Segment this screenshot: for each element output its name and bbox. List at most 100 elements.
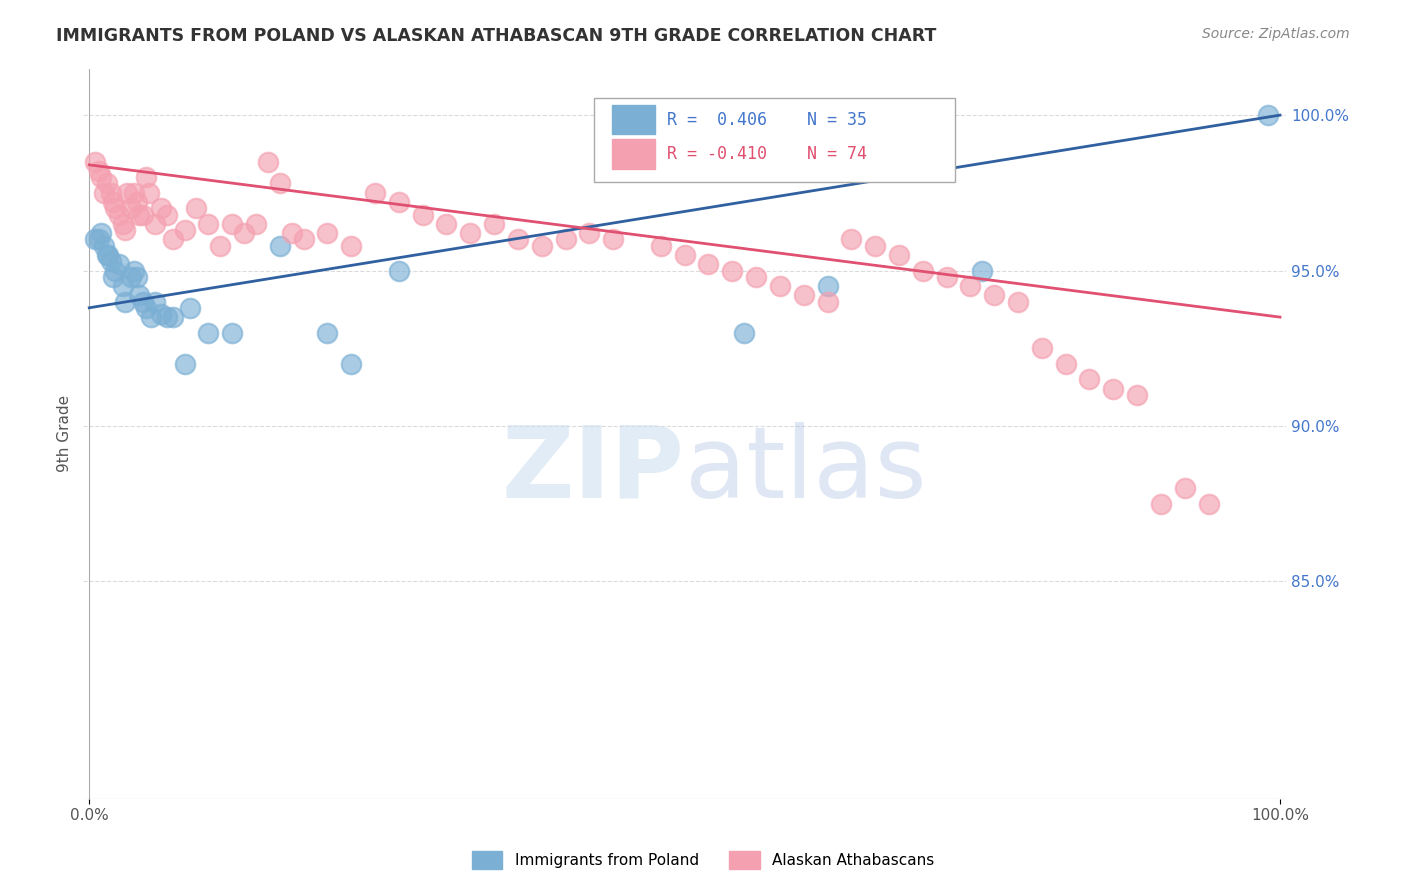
Point [149,202,172,216]
Point [436,217,458,231]
Point [506,232,529,246]
Point [911,263,934,277]
Point [135,301,157,315]
Point [769,279,792,293]
Point [124,186,146,200]
Point [101,195,124,210]
Point [100,254,122,268]
Point [87,232,110,246]
Point [186,202,208,216]
Point [1078,372,1101,386]
Point [143,294,166,309]
Point [1031,341,1053,355]
Y-axis label: 9th Grade: 9th Grade [58,395,72,472]
Point [173,357,195,371]
Point [128,288,150,302]
Point [87,164,110,178]
Text: ZIP: ZIP [502,422,685,518]
Point [114,294,136,309]
Point [554,232,576,246]
Point [839,232,862,246]
Point [117,186,139,200]
Point [104,263,127,277]
Point [292,232,315,246]
Point [156,208,179,222]
Point [983,288,1005,302]
Point [162,232,184,246]
Point [269,238,291,252]
Point [221,326,243,340]
Legend: Immigrants from Poland, Alaskan Athabascans: Immigrants from Poland, Alaskan Athabasc… [465,845,941,875]
Point [935,269,957,284]
Point [316,226,339,240]
Point [817,294,839,309]
Point [793,288,815,302]
Point [100,186,122,200]
Point [1198,497,1220,511]
Point [721,263,744,277]
Point [340,357,363,371]
Point [245,217,267,231]
Point [364,186,387,200]
Point [316,326,339,340]
Point [233,226,256,240]
Point [111,217,134,231]
Point [578,226,600,240]
Point [162,310,184,325]
Point [221,217,243,231]
Point [482,217,505,231]
Point [388,195,411,210]
Point [141,310,163,325]
Bar [595,98,955,182]
Point [132,208,155,222]
Point [269,177,291,191]
Point [530,238,553,252]
Point [128,208,150,222]
Point [817,279,839,293]
Point [111,279,134,293]
Text: IMMIGRANTS FROM POLAND VS ALASKAN ATHABASCAN 9TH GRADE CORRELATION CHART: IMMIGRANTS FROM POLAND VS ALASKAN ATHABA… [56,27,936,45]
Point [257,154,280,169]
Point [124,263,146,277]
Point [173,223,195,237]
Point [120,269,142,284]
Point [1126,388,1149,402]
Point [179,301,201,315]
Point [650,238,672,252]
Text: R = -0.410    N = 74: R = -0.410 N = 74 [666,145,866,163]
Point [673,248,696,262]
Point [143,217,166,231]
Point [745,269,768,284]
Bar [613,139,655,169]
Point [108,257,131,271]
Point [626,154,648,169]
Point [972,263,994,277]
Point [733,326,755,340]
Point [90,226,112,240]
Text: Source: ZipAtlas.com: Source: ZipAtlas.com [1202,27,1350,41]
Point [156,310,179,325]
Point [340,238,363,252]
Point [84,154,107,169]
Point [602,232,624,246]
Point [114,223,136,237]
Point [97,248,120,262]
Point [125,195,148,210]
Point [1054,357,1077,371]
Point [125,269,148,284]
Point [1174,481,1197,495]
Point [1150,497,1173,511]
Point [101,269,124,284]
Point [197,326,219,340]
Bar [613,105,655,134]
Point [458,226,481,240]
Point [135,170,157,185]
Point [104,202,127,216]
Point [96,248,118,262]
Point [132,294,155,309]
Point [280,226,302,240]
Point [209,238,232,252]
Point [197,217,219,231]
Point [84,232,107,246]
Text: atlas: atlas [685,422,927,518]
